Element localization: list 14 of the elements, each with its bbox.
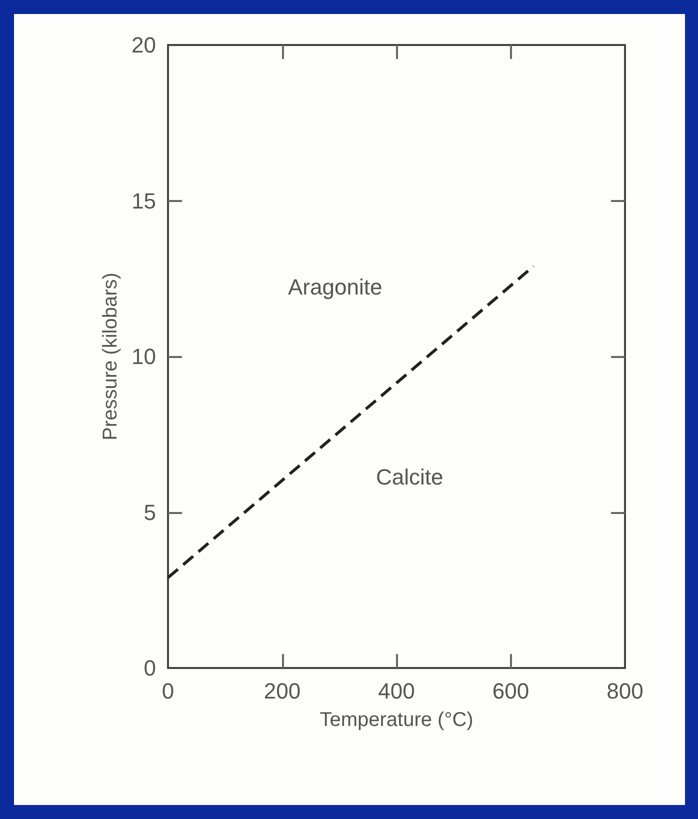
annotation: Calcite [376,464,444,490]
y-tick-label: 20 [132,32,156,58]
x-tick-label: 800 [606,678,644,704]
annotation: Aragonite [288,274,382,300]
x-tick-label: 200 [264,678,301,704]
y-tick-label: 5 [144,500,156,525]
x-tick-label: 400 [378,678,415,704]
y-tick-label: 0 [144,656,156,680]
x-axis-title: Temperature (°C) [320,709,474,731]
y-tick-label: 10 [132,344,156,369]
x-tick-label: 600 [492,678,530,704]
x-tick-label: 0 [162,678,174,704]
y-axis-title: Pressure (kilobars) [100,272,122,440]
y-tick-label: 15 [132,188,156,214]
